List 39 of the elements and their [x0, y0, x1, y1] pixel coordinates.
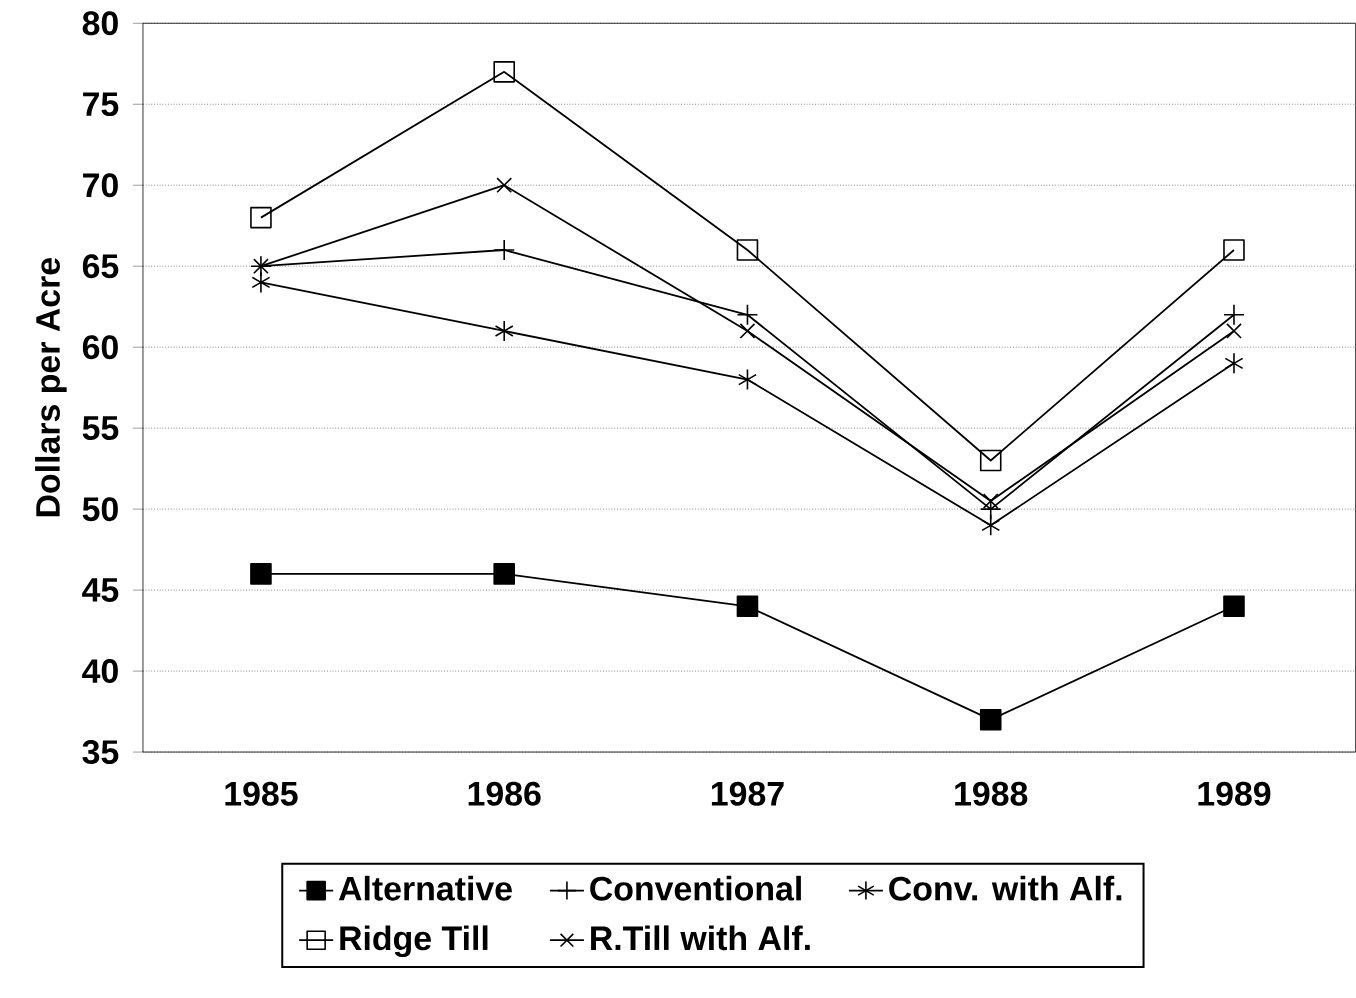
- point: [251, 271, 271, 294]
- point: [250, 206, 272, 229]
- legend-label: R.Till with Alf.: [591, 925, 810, 951]
- point: [738, 368, 757, 391]
- legend-label: Conventional: [590, 875, 801, 901]
- point: [1226, 323, 1242, 339]
- point: [496, 177, 513, 194]
- point: [739, 323, 756, 339]
- y-tick-label: 70: [83, 173, 118, 198]
- y-axis-title: Dollars per Acre: [35, 258, 67, 517]
- y-tick-label: 55: [82, 416, 119, 440]
- point: [979, 708, 1002, 731]
- y-tick-label: 60: [82, 335, 118, 360]
- x-tick-label: 1986: [468, 781, 541, 806]
- point: [494, 320, 514, 342]
- x-tick-label: 1987: [711, 781, 784, 806]
- point: [1223, 239, 1245, 261]
- x-tick-label: 1988: [955, 781, 1028, 806]
- x-tick-label: 1989: [1198, 781, 1271, 806]
- x-tick-label: 1985: [225, 781, 298, 806]
- legend-label: Conv. with Alf.: [889, 875, 1122, 901]
- point: [1224, 352, 1244, 375]
- point: [493, 61, 515, 83]
- y-tick-label: 75: [83, 92, 119, 117]
- legend-label: Ridge Till: [340, 925, 488, 958]
- point: [979, 449, 1002, 472]
- y-tick-label: 45: [82, 578, 119, 602]
- point: [1223, 595, 1245, 618]
- y-tick-label: 65: [82, 254, 119, 279]
- y-tick-label: 80: [82, 11, 118, 36]
- point: [493, 563, 515, 585]
- y-tick-label: 40: [82, 659, 118, 684]
- point: [250, 563, 272, 585]
- point: [736, 595, 759, 618]
- point: [981, 514, 1001, 537]
- point: [736, 239, 759, 261]
- legend-label: Alternative: [338, 875, 512, 901]
- y-tick-label: 35: [82, 740, 119, 765]
- y-tick-label: 50: [82, 497, 118, 522]
